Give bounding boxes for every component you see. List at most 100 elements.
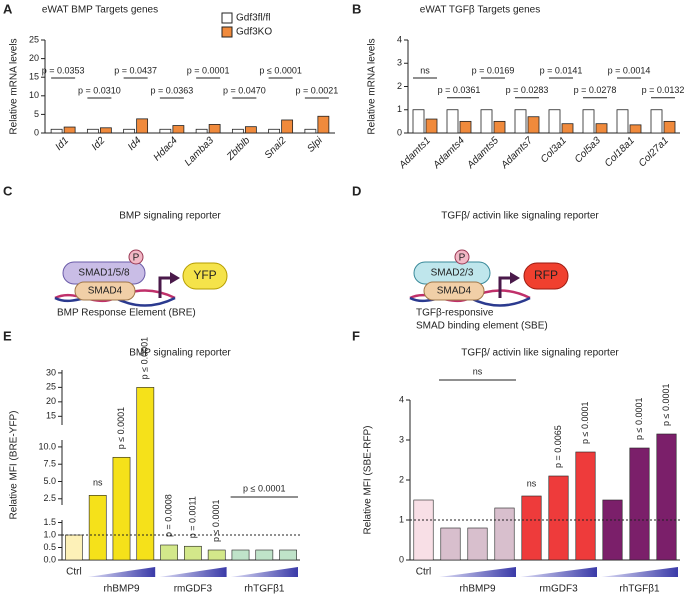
bar xyxy=(629,124,642,134)
bar xyxy=(65,534,83,561)
x-tick-label: Col27a1 xyxy=(637,135,671,169)
y-tick-label: 20 xyxy=(29,53,39,63)
annotation: p = 0.0008 xyxy=(163,494,173,537)
bar xyxy=(446,109,459,134)
group-label: rhTGFβ1 xyxy=(619,584,660,595)
panel-label: F xyxy=(352,328,360,343)
chart-title: eWAT BMP Targets genes xyxy=(42,5,158,16)
annotation: p ≤ 0.0001 xyxy=(580,402,590,444)
bar xyxy=(244,126,257,134)
annotation: p = 0.0363 xyxy=(150,85,193,95)
phospho xyxy=(454,249,470,265)
bar xyxy=(650,109,663,134)
phospho xyxy=(128,249,144,265)
element-label: SMAD binding element (SBE) xyxy=(416,321,548,332)
arrow xyxy=(158,276,172,298)
annotation: p ≤ 0.0001 xyxy=(211,500,221,542)
bar xyxy=(281,119,294,134)
y-tick-label: 0 xyxy=(399,554,404,564)
annotation: p = 0.0021 xyxy=(295,85,338,95)
y-tick-label: 10 xyxy=(29,90,39,100)
bar xyxy=(602,499,623,561)
bar xyxy=(494,507,515,561)
y-tick-label: 4 xyxy=(397,34,402,44)
bar xyxy=(582,109,595,134)
smad-label: SMAD2/3 xyxy=(431,268,474,279)
y-tick-label: 4 xyxy=(399,394,404,404)
y-axis-label: Relative mRNA levels xyxy=(9,38,20,134)
y-tick-label: 1.0 xyxy=(43,529,56,539)
panel-label: D xyxy=(352,183,361,198)
y-tick-label: 5.0 xyxy=(43,476,56,486)
y-tick-label: 1.5 xyxy=(43,517,56,527)
y-axis-label: Relative MFI (BRE-YFP) xyxy=(9,411,20,520)
bar xyxy=(575,451,596,561)
bar xyxy=(629,447,650,561)
panel-label: A xyxy=(3,1,13,16)
annotation: p = 0.0132 xyxy=(642,85,685,95)
bar xyxy=(195,128,208,134)
annotation: p = 0.0169 xyxy=(472,65,515,75)
x-tick-label: Lamba3 xyxy=(183,135,217,169)
y-tick-label: 15 xyxy=(46,411,56,421)
annotation: p ≤ 0.0001 xyxy=(116,407,126,449)
x-tick-label: Col18a1 xyxy=(603,135,637,169)
bar xyxy=(548,109,561,134)
bar xyxy=(207,549,226,561)
y-tick-label: 20 xyxy=(46,396,56,406)
y-tick-label: 5 xyxy=(34,109,39,119)
y-tick-label: 2 xyxy=(397,81,402,91)
y-tick-label: 15 xyxy=(29,72,39,82)
x-tick-label: Zbtblb xyxy=(224,135,252,163)
x-tick-label: Id1 xyxy=(54,135,72,153)
chart-title: BMP signaling reporter xyxy=(129,348,231,359)
smad4 xyxy=(74,281,136,301)
x-tick-label: Id2 xyxy=(90,135,108,153)
annotation: p ≤ 0.0001 xyxy=(140,337,150,379)
y-tick-label: 3 xyxy=(399,434,404,444)
bar xyxy=(656,433,677,561)
x-tick-label: Adamts5 xyxy=(465,135,502,172)
smad-label: SMAD1/5/8 xyxy=(78,268,130,279)
x-tick-label: Ctrl xyxy=(416,567,432,578)
diagram-c: C BMP signaling reporter SMAD1/5/8 SMAD4… xyxy=(3,183,228,319)
annotation: p = 0.0065 xyxy=(553,425,563,468)
y-tick-label: 2.5 xyxy=(43,493,56,503)
element-label: BMP Response Element (BRE) xyxy=(57,308,196,319)
bar xyxy=(231,128,244,134)
dose-triangle xyxy=(87,567,156,577)
annotation: p = 0.0141 xyxy=(540,65,583,75)
y-tick-label: 25 xyxy=(29,34,39,44)
bar xyxy=(425,118,438,134)
annotation: p = 0.0310 xyxy=(78,85,121,95)
legend-label: Gdf3fl/fl xyxy=(236,13,270,24)
bar xyxy=(123,128,136,134)
dose-triangle xyxy=(601,567,678,577)
chart-title: eWAT TGFβ Targets genes xyxy=(420,5,540,16)
bar xyxy=(136,387,155,561)
smad4-label: SMAD4 xyxy=(88,286,123,297)
arrow xyxy=(498,276,512,298)
x-tick-label: Id4 xyxy=(126,135,144,153)
y-tick-label: 10.0 xyxy=(38,441,56,451)
bar xyxy=(88,495,107,561)
dose-triangle xyxy=(230,567,298,577)
bar xyxy=(86,128,99,134)
phospho-label: P xyxy=(459,253,466,264)
reporter-label: RFP xyxy=(534,268,558,282)
y-tick-label: 30 xyxy=(46,367,56,377)
y-tick-label: 0 xyxy=(34,127,39,137)
legend-label: Gdf3KO xyxy=(236,27,272,38)
diagram-title: BMP signaling reporter xyxy=(119,211,221,222)
annotation: p = 0.0278 xyxy=(574,85,617,95)
x-tick-label: Slpi xyxy=(305,135,325,155)
arrow-head xyxy=(170,272,180,284)
dose-triangle xyxy=(159,567,227,577)
bar xyxy=(255,549,274,561)
smad4 xyxy=(423,281,485,301)
x-tick-label: Adamts1 xyxy=(397,135,433,171)
annotation: p = 0.0470 xyxy=(223,85,266,95)
reporter xyxy=(523,262,569,290)
y-tick-label: 2 xyxy=(399,474,404,484)
bar xyxy=(548,475,569,561)
